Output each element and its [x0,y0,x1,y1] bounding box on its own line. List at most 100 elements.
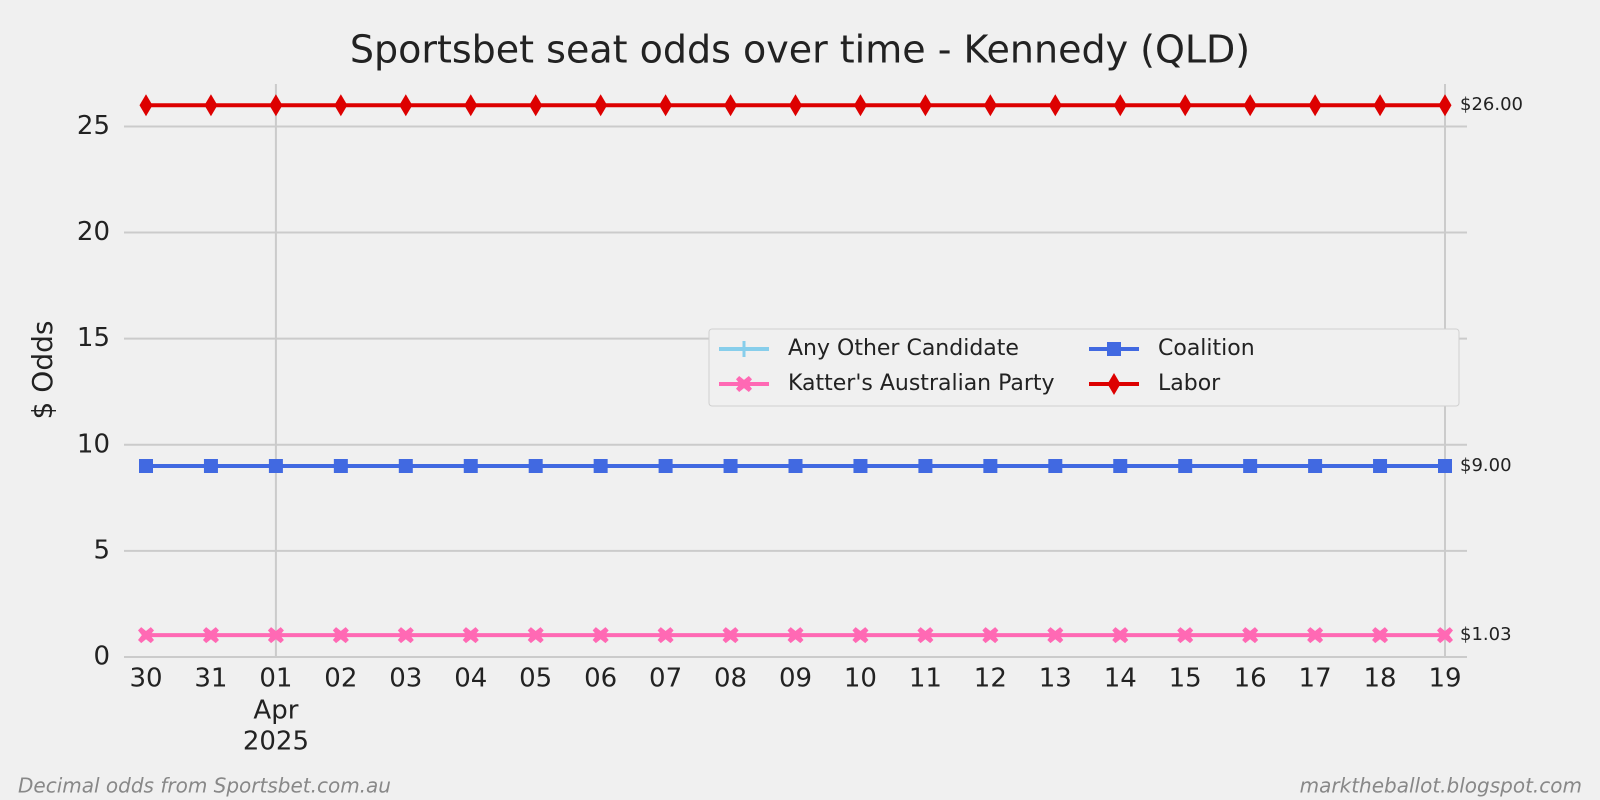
marker [397,627,414,644]
marker [1112,627,1129,644]
marker [268,459,283,473]
legend-label: Coalition [1158,336,1255,361]
marker [593,459,608,473]
marker [853,94,867,117]
marker [203,459,218,473]
x-tick-label: 19 [1428,664,1461,694]
marker [1242,627,1259,644]
x-tick-label: 08 [714,664,747,694]
marker [1107,373,1121,395]
marker [398,459,413,473]
marker [1373,459,1388,473]
marker [724,94,738,117]
legend-label: Katter's Australian Party [788,371,1055,396]
legend-label: Labor [1158,371,1221,396]
x-tick-label: 07 [649,664,682,694]
x-tick-label: 16 [1234,664,1267,694]
x-tick-label: 18 [1364,664,1397,694]
marker [736,341,752,357]
x-tick-label: 30 [129,664,162,694]
y-tick-label: 10 [77,429,110,459]
x-tick-label: 05 [519,664,552,694]
marker [463,459,478,473]
marker [462,627,479,644]
marker [527,627,544,644]
legend: Any Other Candidate Coalition Katter's Aus… [708,328,1460,407]
marker [1048,94,1062,117]
y-tick-label: 25 [77,111,110,141]
x-tick-label: 13 [1039,664,1072,694]
marker [1243,94,1257,117]
marker [723,459,738,473]
x-tick-label: 01 [259,664,292,694]
x-tick-label: 11 [909,664,942,694]
marker [594,94,608,117]
x-tick-label: 04 [454,664,487,694]
x-year-label: 2025 [243,727,309,757]
marker [1308,459,1323,473]
y-tick-label: 20 [77,217,110,247]
marker [139,459,153,473]
marker [332,627,349,644]
marker [917,627,934,644]
marker [1373,94,1387,117]
x-tick-label: 10 [844,664,877,694]
x-tick-label: 17 [1299,664,1332,694]
x-tick-label: 09 [779,664,812,694]
marker [722,627,739,644]
x-tick-label: 12 [974,664,1007,694]
marker [1107,342,1121,356]
footer-left: Decimal odds from Sportsbet.com.au [18,774,391,798]
marker [659,94,673,117]
marker [1243,459,1258,473]
marker [333,459,348,473]
marker [1047,627,1064,644]
marker [918,94,932,117]
marker [1048,459,1063,473]
marker [788,459,803,473]
marker [399,94,413,117]
marker [1178,94,1192,117]
marker [1178,459,1193,473]
marker [657,627,674,644]
marker [736,376,752,392]
marker [852,627,869,644]
marker [464,94,478,117]
x-month-label: Apr [253,696,298,726]
y-axis-label: $ Odds [26,321,59,420]
y-tick-label: 5 [93,535,110,565]
marker [529,94,543,117]
y-tick-label: 0 [93,642,110,672]
end-label: $1.03 [1460,624,1512,645]
marker [787,627,804,644]
marker [592,627,609,644]
y-tick-label: 15 [77,323,110,353]
end-label: $9.00 [1460,455,1512,476]
legend-label: Any Other Candidate [788,336,1019,361]
marker [658,459,673,473]
chart-title: Sportsbet seat odds over time - Kennedy … [350,28,1250,72]
marker [1113,94,1127,117]
marker [1372,627,1389,644]
marker [202,627,219,644]
marker [983,459,998,473]
marker [269,94,283,117]
marker [138,627,154,644]
x-tick-label: 03 [389,664,422,694]
marker [983,94,997,117]
marker [267,627,284,644]
x-tick-label: 15 [1169,664,1202,694]
marker [334,94,348,117]
marker [1437,627,1453,644]
marker [139,94,153,117]
marker [1177,627,1194,644]
end-label: $26.00 [1460,94,1523,115]
marker [1307,627,1324,644]
marker [789,94,802,117]
marker [918,459,933,473]
legend-box [708,328,1460,407]
marker [528,459,543,473]
x-tick-label: 14 [1104,664,1137,694]
marker [1308,94,1322,117]
